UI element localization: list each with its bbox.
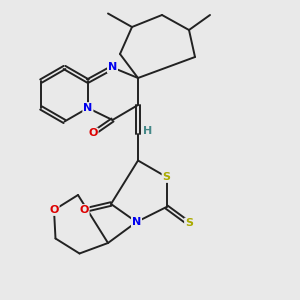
Text: O: O bbox=[88, 128, 98, 139]
Text: S: S bbox=[185, 218, 193, 229]
Text: N: N bbox=[83, 103, 92, 113]
Text: H: H bbox=[143, 125, 152, 136]
Text: S: S bbox=[163, 172, 170, 182]
Text: N: N bbox=[108, 62, 117, 73]
Text: O: O bbox=[49, 205, 59, 215]
Text: O: O bbox=[79, 205, 89, 215]
Text: N: N bbox=[132, 217, 141, 227]
